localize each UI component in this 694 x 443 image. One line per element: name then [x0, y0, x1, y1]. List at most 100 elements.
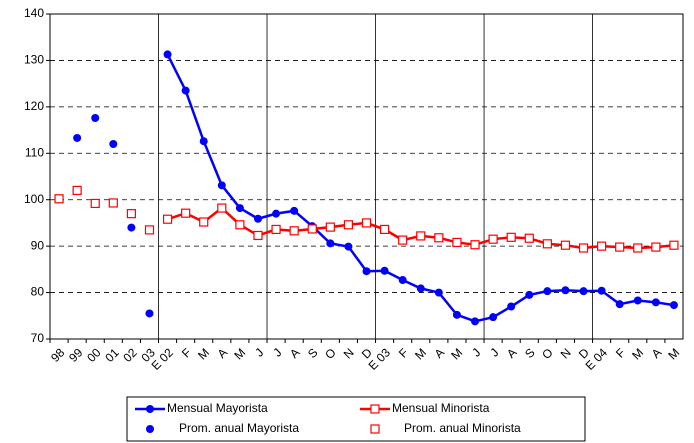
data-point [488, 234, 498, 244]
y-tick-label: 110 [25, 145, 44, 159]
data-point [181, 208, 191, 218]
y-tick-label: 90 [31, 238, 45, 252]
data-point [108, 198, 118, 208]
x-tick-label: E 04 [583, 345, 611, 373]
data-point [543, 287, 552, 296]
data-point [471, 317, 480, 326]
legend-marker [370, 404, 380, 414]
data-point [307, 224, 317, 234]
x-tick-label: M [665, 345, 682, 362]
data-point [217, 203, 227, 213]
data-point [452, 310, 461, 319]
x-tick-label: F [179, 345, 194, 360]
data-point [217, 181, 226, 190]
data-point [615, 242, 625, 252]
plot-area [49, 13, 684, 340]
x-tick-label: M [629, 345, 646, 362]
data-point [525, 290, 534, 299]
data-point [416, 284, 425, 293]
x-tick-label: 98 [48, 345, 68, 365]
data-point [434, 288, 443, 297]
data-point [379, 224, 390, 235]
data-point [615, 300, 624, 309]
x-tick-label: J [270, 345, 284, 359]
data-point [470, 240, 480, 250]
x-tick-label: J [252, 345, 266, 359]
x-tick-label: O [322, 345, 339, 362]
data-point [578, 243, 589, 253]
data-point [524, 233, 534, 243]
y-tick-label: 140 [24, 6, 44, 20]
x-tick-label: N [341, 345, 357, 361]
x-tick-label: A [649, 345, 665, 361]
data-point [343, 220, 354, 230]
data-point [669, 240, 679, 250]
data-point [235, 220, 245, 230]
data-point [362, 267, 371, 276]
x-tick-label: F [396, 345, 411, 360]
x-tick-label: J [469, 345, 483, 359]
data-point [542, 239, 552, 249]
data-point [597, 241, 607, 251]
data-point [272, 209, 281, 218]
data-point [109, 140, 118, 148]
legend-marker [146, 425, 154, 433]
data-point [326, 239, 335, 248]
x-tick-label: J [487, 345, 501, 359]
data-point [506, 232, 516, 242]
data-point [199, 137, 208, 146]
data-point [235, 204, 244, 213]
x-tick-label: F [613, 345, 628, 360]
data-point [669, 301, 678, 310]
data-point [91, 114, 100, 122]
x-tick-label: A [287, 345, 303, 361]
x-tick-label: A [432, 345, 448, 361]
data-point [579, 287, 588, 296]
data-point [416, 231, 426, 241]
x-tick-label: N [558, 345, 574, 361]
x-tick-label: E 02 [149, 345, 177, 373]
data-point [651, 298, 660, 307]
y-tick-label: 70 [31, 331, 45, 345]
y-tick-label: 80 [31, 285, 45, 299]
data-point [163, 50, 172, 59]
x-tick-label: E 03 [366, 345, 394, 373]
data-point [253, 214, 262, 223]
y-tick-label: 120 [24, 99, 44, 113]
legend-marker [146, 405, 154, 413]
x-tick-label: 99 [66, 345, 86, 365]
data-point [434, 233, 444, 243]
x-tick-label: 00 [84, 345, 104, 365]
data-point [253, 230, 263, 241]
data-point [452, 237, 462, 248]
x-tick-label: A [215, 345, 231, 361]
data-point [199, 217, 209, 227]
x-tick-label: M [448, 345, 465, 362]
data-point [398, 276, 407, 285]
data-point [162, 214, 173, 224]
data-point [126, 209, 136, 219]
data-point [325, 222, 335, 232]
data-point [145, 309, 154, 318]
data-point [90, 198, 100, 209]
x-tick-label: A [504, 345, 520, 361]
data-point [380, 266, 389, 275]
x-tick-label: M [412, 345, 429, 362]
legend-marker [370, 424, 380, 434]
legend-label: Prom. anual Minorista [404, 421, 521, 435]
data-point [398, 235, 408, 245]
data-point [361, 218, 372, 228]
data-point [560, 240, 571, 250]
x-tick-label: S [305, 345, 321, 361]
data-point [72, 185, 82, 196]
data-point [597, 286, 606, 295]
x-tick-label: O [539, 345, 556, 362]
legend-label: Mensual Mayorista [167, 401, 268, 415]
x-tick-label: M [195, 345, 212, 362]
data-point [54, 194, 64, 204]
data-point [289, 226, 299, 236]
data-point [633, 243, 643, 253]
data-point [144, 225, 155, 235]
data-point [127, 223, 136, 232]
